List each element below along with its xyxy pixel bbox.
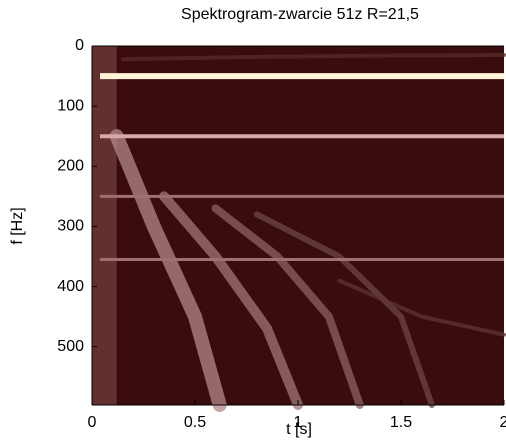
x-tick-label: 0: [88, 414, 97, 431]
x-tick-label: 0.5: [184, 414, 206, 431]
y-tick-label: 100: [57, 97, 84, 114]
x-tick-label: 2: [500, 414, 506, 431]
transient-streak: [337, 278, 506, 337]
x-tick-label: 1: [294, 414, 303, 431]
y-tick-label: 200: [57, 157, 84, 174]
transient-streak: [109, 129, 227, 412]
y-tick-label: 500: [57, 338, 84, 355]
x-tick-label: 1.5: [390, 414, 412, 431]
y-axis-label: f [Hz]: [9, 207, 26, 244]
x-axis-label: t [s]: [286, 421, 312, 438]
chart-title: Spektrogram-zwarcie 51z R=21,5: [181, 6, 419, 23]
transient-streak: [253, 211, 435, 408]
transient-streak: [120, 53, 506, 62]
y-tick-label: 0: [75, 37, 84, 54]
y-tick-label: 300: [57, 218, 84, 235]
transient-streak: [159, 191, 303, 410]
transient-streak: [211, 204, 364, 409]
onset-region: [92, 46, 117, 405]
y-tick-label: 400: [57, 278, 84, 295]
